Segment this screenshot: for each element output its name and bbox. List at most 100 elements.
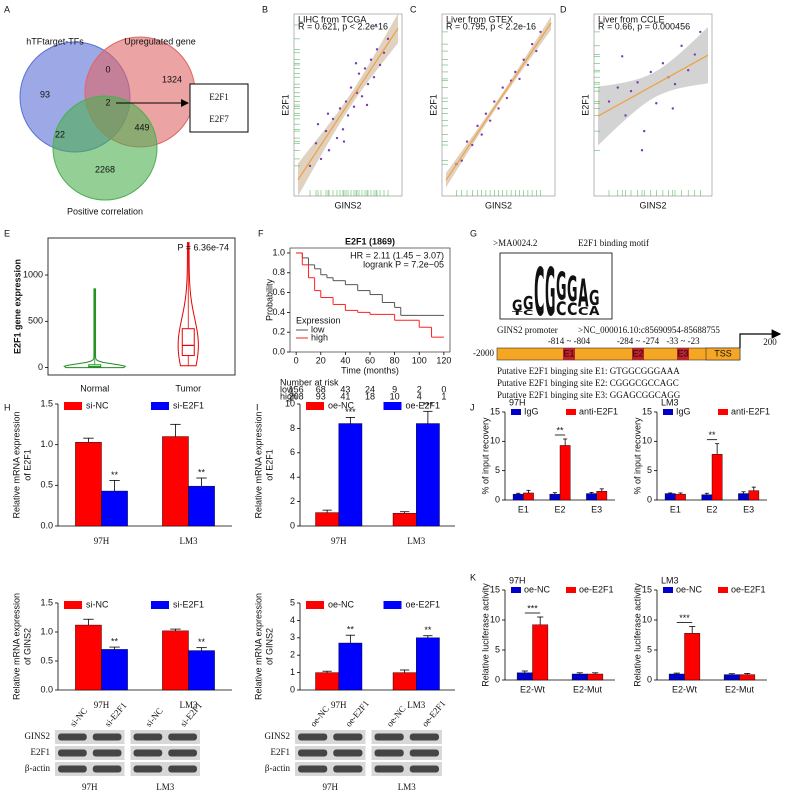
x-tick-label: E2-Mut xyxy=(573,684,603,694)
blot-row-label: GINS2 xyxy=(24,731,50,741)
x-tick-label: 40 xyxy=(340,355,350,365)
legend-swatch xyxy=(383,601,402,609)
y-axis-label: of GINS2 xyxy=(264,628,274,665)
y-tick-label: 15 xyxy=(490,406,500,416)
fit-line xyxy=(597,54,709,117)
x-tick-label: 60 xyxy=(365,355,375,365)
y-tick-label: 10 xyxy=(490,436,500,446)
y-tick-label: 500 xyxy=(28,316,43,326)
point xyxy=(680,44,683,48)
fit-line xyxy=(297,27,399,181)
point xyxy=(331,117,335,121)
risk-count: 4 xyxy=(417,391,422,401)
point xyxy=(346,114,350,117)
legend-swatch xyxy=(306,402,324,410)
point xyxy=(649,70,652,74)
y-tick-label: 0 xyxy=(290,684,295,694)
point xyxy=(326,112,330,115)
logo-letter: G xyxy=(512,297,523,315)
blot-band xyxy=(409,733,439,741)
plot-title: 97H xyxy=(509,575,526,585)
panel-letter: A xyxy=(4,4,10,14)
point xyxy=(365,103,369,107)
y-tick-label: 15 xyxy=(642,406,652,416)
logo-letter: T xyxy=(512,311,523,317)
x-tick-label: 97H xyxy=(94,536,110,546)
y-tick-label: 0.0 xyxy=(272,346,285,356)
point xyxy=(341,128,345,131)
y-axis-label: Relative mRNA expression xyxy=(11,411,21,518)
highlight-gene: E2F1 xyxy=(209,92,229,102)
bar xyxy=(416,637,440,691)
blot-band xyxy=(333,749,363,757)
point xyxy=(640,149,644,152)
blot-band xyxy=(92,749,122,757)
box xyxy=(181,328,195,357)
logo-letter: A xyxy=(578,272,589,316)
y-tick-label: 0.2 xyxy=(272,327,285,337)
set-name: Upregulated gene xyxy=(124,36,196,46)
legend-label: oe-NC xyxy=(328,400,355,410)
group-label: LM3 xyxy=(156,782,175,792)
y-tick-label: 0.0 xyxy=(40,684,53,694)
promoter-label: GINS2 promoter xyxy=(497,325,558,335)
point xyxy=(386,37,390,41)
y-tick-label: 4 xyxy=(290,615,295,625)
panel-letter: H xyxy=(4,402,11,412)
y-axis-label: Probability xyxy=(264,278,274,321)
legend-swatch xyxy=(64,402,82,410)
y-axis-label: of E2F1 xyxy=(22,449,32,481)
blot-band xyxy=(133,733,163,741)
point xyxy=(636,81,639,84)
bar xyxy=(738,493,749,501)
legend-swatch xyxy=(663,587,673,593)
legend-label: anti-E2F1 xyxy=(579,406,618,416)
point xyxy=(661,62,665,65)
blot-band xyxy=(298,749,328,757)
point xyxy=(308,164,312,168)
y-axis-label: % of input recovery xyxy=(632,417,642,495)
legend-swatch xyxy=(151,601,169,609)
blot-row-label: β-actin xyxy=(25,763,51,773)
y-axis-label: % of input recovery xyxy=(480,417,490,495)
legend-label: oe-NC xyxy=(524,584,551,594)
y-tick-label: 0 xyxy=(495,494,500,504)
x-axis-label: GINS2 xyxy=(334,200,361,210)
site-range: -33 ~ -23 xyxy=(666,336,700,346)
y-axis-label: Relative luciferase activity xyxy=(632,583,642,687)
point xyxy=(655,102,658,105)
point xyxy=(488,119,492,122)
bar xyxy=(668,673,685,681)
x-tick-label: LM3 xyxy=(407,536,426,546)
bar xyxy=(532,624,549,681)
logo-frame xyxy=(499,252,613,320)
bar xyxy=(315,512,339,527)
panel-letter: C xyxy=(410,4,417,14)
point xyxy=(338,107,342,110)
bar xyxy=(675,493,686,501)
point xyxy=(382,51,386,54)
logo-letter: C xyxy=(567,299,578,319)
logo-letter: C xyxy=(556,298,567,320)
x-tick-label: E2 xyxy=(554,504,565,514)
y-tick-label: 1.0 xyxy=(40,626,53,636)
lane-label: si-NC xyxy=(68,706,89,729)
bar xyxy=(392,672,417,691)
y-axis-label: Relative luciferase activity xyxy=(480,583,490,687)
point xyxy=(607,100,611,103)
y-tick-label: 10 xyxy=(285,398,295,408)
plot-title: Liver from CCLE xyxy=(598,14,665,24)
panel-letter: E xyxy=(4,228,10,238)
bar xyxy=(711,454,723,501)
y-tick-label: 15 xyxy=(490,584,500,594)
bar xyxy=(162,630,189,691)
y-axis-label: E2F1 xyxy=(428,94,438,116)
point xyxy=(643,129,646,133)
x-tick-label: 80 xyxy=(390,355,400,365)
point xyxy=(374,23,378,27)
risk-count: 10 xyxy=(390,391,400,401)
point xyxy=(354,62,358,65)
point xyxy=(530,42,534,46)
point xyxy=(497,107,500,110)
point xyxy=(375,48,379,51)
